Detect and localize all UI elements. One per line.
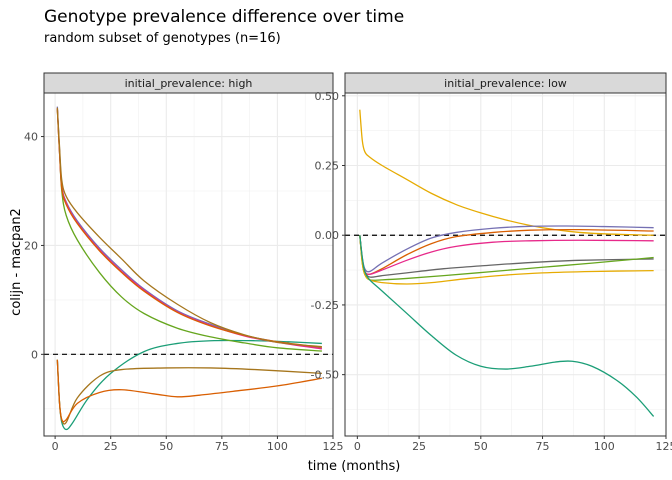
panel-border [344,92,667,437]
chart-subtitle: random subset of genotypes (n=16) [44,31,281,46]
series-line-1 [359,225,654,273]
x-tick-label: 50 [159,440,173,453]
x-tick-label: 75 [536,440,550,453]
x-tick-label: 100 [267,440,288,453]
x-tick-label: 75 [215,440,229,453]
x-tick-label: 50 [474,440,488,453]
panel-low: initial_prevalence: low 0 25 50 75 100 125 -0.5… [311,72,672,453]
x-tick-label: 25 [104,440,118,453]
y-tick-label: 20 [24,239,38,252]
y-tick-label: 0.25 [315,160,340,173]
x-tick-label: 0 [354,440,361,453]
x-tick-label: 0 [52,440,59,453]
x-tick-label: 125 [656,440,672,453]
y-tick-label: 0 [31,348,38,361]
y-tick-label: 40 [24,131,38,144]
y-tick-label: -0.25 [311,299,339,312]
chart-title: Genotype prevalence difference over time [44,7,404,27]
x-tick-label: 100 [594,440,615,453]
y-axis-title: colijn - macpan2 [9,208,24,316]
series-line-6 [359,235,654,285]
series-line-0 [56,339,322,431]
y-tick-label: 0.00 [315,229,340,242]
series-group [56,106,322,431]
strip-label: initial_prevalence: low [444,77,567,90]
x-tick-label: 25 [412,440,426,453]
panel-high: initial_prevalence: high 0 25 50 75 100 125 0 20… [24,72,344,453]
series-line-7 [56,107,322,348]
series-line-0 [359,109,654,236]
strip-label: initial_prevalence: high [125,77,253,90]
series-group [359,109,655,417]
x-axis-title: time (months) [308,459,401,474]
y-tick-label: 0.50 [315,90,340,103]
y-tick-label: -0.50 [311,369,339,382]
panel-background [44,93,333,436]
panel-border [43,92,334,437]
series-line-2 [56,359,322,423]
x-tick-label: 125 [323,440,344,453]
series-line-7 [359,235,655,417]
